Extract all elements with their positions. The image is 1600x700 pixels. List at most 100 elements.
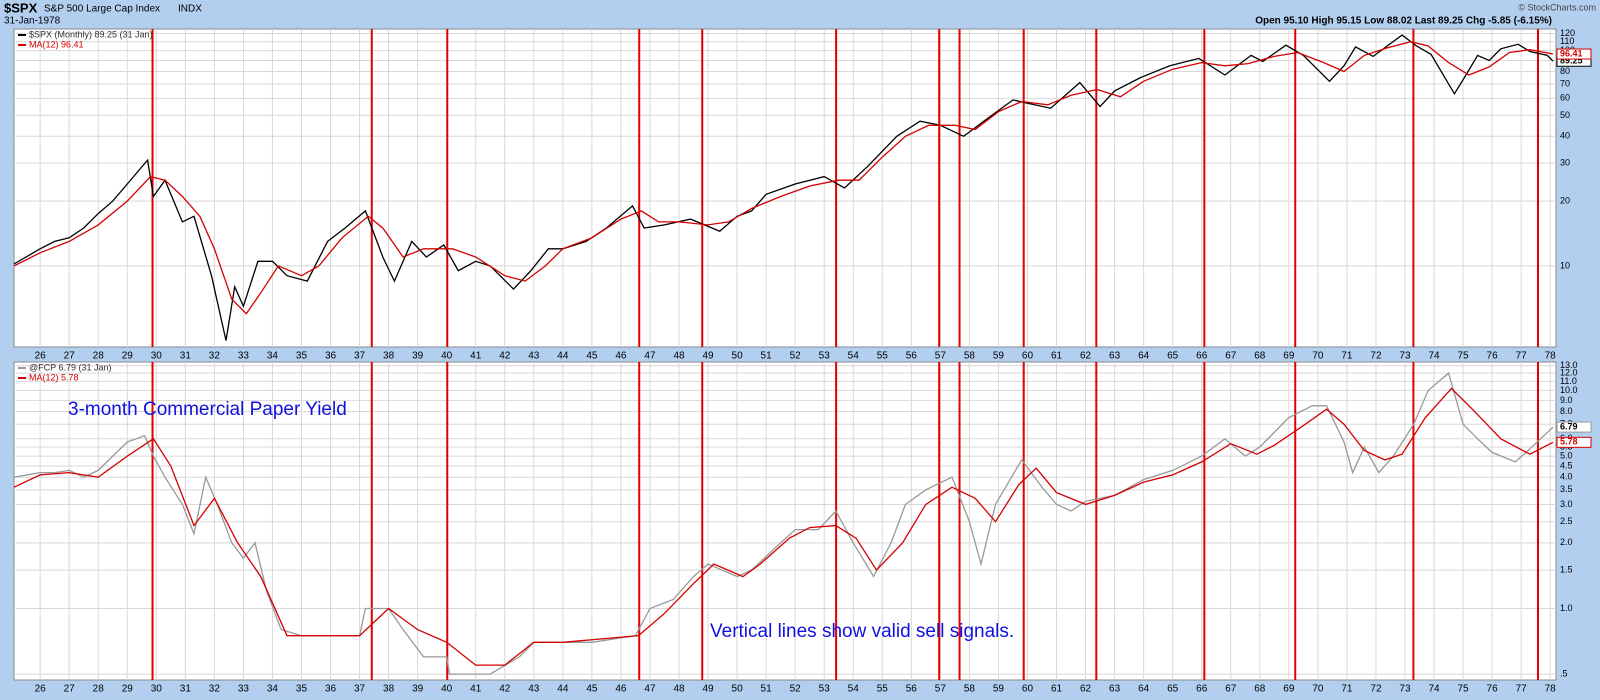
y-tick-label: 9.0 [1560, 395, 1573, 405]
x-tick-label: 28 [93, 684, 105, 695]
annotation: 3-month Commercial Paper Yield [68, 399, 347, 420]
x-tick-label: 46 [615, 351, 627, 362]
y-tick-label: .5 [1560, 669, 1568, 679]
x-tick-label: 48 [673, 351, 685, 362]
x-tick-label: 32 [209, 684, 221, 695]
x-tick-label: 73 [1399, 684, 1411, 695]
x-tick-label: 33 [238, 684, 250, 695]
x-tick-label: 69 [1283, 684, 1295, 695]
y-tick-label: 10.0 [1560, 385, 1578, 395]
x-tick-label: 54 [848, 684, 860, 695]
x-tick-label: 78 [1545, 351, 1557, 362]
x-tick-label: 78 [1545, 684, 1557, 695]
y-tick-label: 2.0 [1560, 537, 1573, 547]
x-tick-label: 45 [586, 351, 598, 362]
x-tick-label: 47 [644, 351, 656, 362]
x-tick-label: 35 [296, 351, 308, 362]
x-tick-label: 33 [238, 351, 250, 362]
x-tick-label: 34 [267, 684, 279, 695]
x-tick-label: 52 [790, 351, 802, 362]
x-tick-label: 31 [180, 684, 192, 695]
x-tick-label: 38 [383, 351, 395, 362]
x-tick-label: 38 [383, 684, 395, 695]
x-tick-label: 35 [296, 684, 308, 695]
last-value-tag [1556, 436, 1592, 448]
line [13, 387, 1554, 666]
x-tick-label: 64 [1138, 351, 1150, 362]
x-tick-label: 26 [35, 351, 47, 362]
x-tick-label: 65 [1167, 684, 1179, 695]
x-tick-label: 70 [1312, 684, 1324, 695]
annotation: Vertical lines show valid sell signals. [710, 621, 1014, 642]
x-tick-label: 44 [557, 684, 569, 695]
x-tick-label: 59 [993, 351, 1005, 362]
x-tick-label: 37 [354, 351, 366, 362]
y-tick-label: 60 [1560, 93, 1570, 103]
x-tick-label: 46 [615, 684, 627, 695]
last-value-label: 6.79 [1560, 421, 1578, 431]
x-tick-label: 74 [1428, 684, 1440, 695]
line [13, 41, 1554, 315]
x-tick-label: 75 [1458, 351, 1470, 362]
x-tick-label: 53 [819, 684, 831, 695]
y-tick-label: 40 [1560, 131, 1570, 141]
x-tick-label: 37 [354, 684, 366, 695]
y-tick-label: 2.5 [1560, 516, 1573, 526]
last-value-tag [1556, 421, 1592, 433]
x-tick-label: 77 [1516, 351, 1528, 362]
x-tick-label: 76 [1487, 684, 1499, 695]
x-tick-label: 61 [1051, 684, 1063, 695]
legend-label: MA(12) 5.78 [29, 372, 79, 382]
x-tick-label: 51 [761, 351, 773, 362]
x-tick-label: 58 [964, 351, 976, 362]
x-tick-label: 56 [906, 684, 918, 695]
line [13, 34, 1554, 341]
x-tick-label: 47 [644, 684, 656, 695]
x-tick-label: 43 [528, 684, 540, 695]
x-tick-label: 65 [1167, 351, 1179, 362]
x-tick-label: 68 [1254, 351, 1266, 362]
y-tick-label: 10 [1560, 260, 1570, 270]
x-tick-label: 63 [1109, 351, 1121, 362]
x-tick-label: 62 [1080, 684, 1092, 695]
x-tick-label: 42 [499, 684, 511, 695]
x-tick-label: 62 [1080, 351, 1092, 362]
x-tick-label: 41 [470, 684, 482, 695]
y-tick-label: 4.0 [1560, 472, 1573, 482]
x-tick-label: 71 [1341, 684, 1353, 695]
x-tick-label: 39 [412, 684, 424, 695]
x-tick-label: 53 [819, 351, 831, 362]
x-tick-label: 26 [35, 684, 47, 695]
y-tick-label: 3.0 [1560, 499, 1573, 509]
x-tick-label: 55 [877, 684, 889, 695]
x-tick-label: 61 [1051, 351, 1063, 362]
plot-area [13, 361, 1557, 681]
y-tick-label: 12.0 [1560, 368, 1578, 378]
x-tick-label: 58 [964, 684, 976, 695]
y-tick-label: 50 [1560, 110, 1570, 120]
x-tick-label: 71 [1341, 351, 1353, 362]
x-tick-label: 27 [64, 351, 76, 362]
legend-label: MA(12) 96.41 [29, 39, 84, 49]
x-tick-label: 30 [151, 684, 163, 695]
y-tick-label: 120 [1560, 28, 1575, 38]
last-value-label: 5.78 [1560, 437, 1578, 447]
x-tick-label: 36 [325, 351, 337, 362]
x-tick-label: 60 [1022, 684, 1034, 695]
y-tick-label: 80 [1560, 66, 1570, 76]
x-tick-label: 64 [1138, 684, 1150, 695]
x-tick-label: 52 [790, 684, 802, 695]
x-tick-label: 59 [993, 684, 1005, 695]
symbol: $SPX [4, 0, 38, 15]
x-tick-label: 75 [1458, 684, 1470, 695]
legend-label: $SPX (Monthly) 89.25 (31 Jan) [29, 29, 153, 39]
x-tick-label: 40 [441, 684, 453, 695]
quote: Open 95.10 High 95.15 Low 88.02 Last 89.… [1255, 16, 1552, 27]
copyright: © StockCharts.com [1518, 2, 1596, 12]
x-tick-label: 72 [1370, 684, 1382, 695]
x-tick-label: 68 [1254, 684, 1266, 695]
x-tick-label: 76 [1487, 351, 1499, 362]
x-tick-label: 36 [325, 684, 337, 695]
x-tick-label: 50 [732, 351, 744, 362]
x-tick-label: 30 [151, 351, 163, 362]
